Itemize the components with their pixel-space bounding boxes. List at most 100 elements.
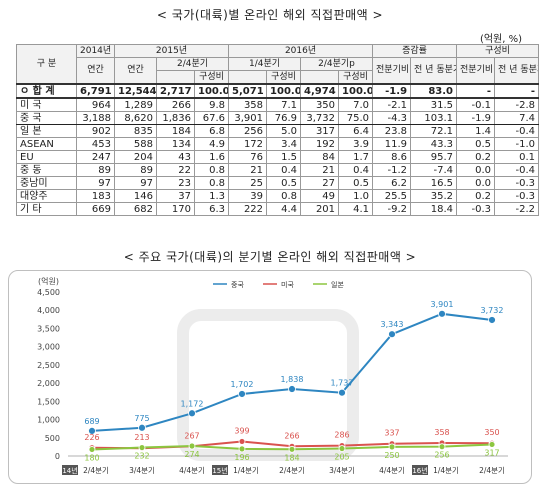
table-cell: 835	[114, 124, 157, 138]
table-cell: 350	[300, 97, 340, 112]
data-point	[238, 438, 246, 445]
table-cell: 317	[300, 124, 340, 138]
header-change-rate: 증감률	[372, 44, 458, 58]
table-cell: 1.0	[338, 189, 374, 203]
table-cell: 1.4	[456, 124, 496, 138]
data-point	[438, 309, 446, 318]
table-cell: 0.4	[338, 163, 374, 177]
table-cell: 76.9	[266, 111, 302, 125]
table-cell: 39	[228, 189, 268, 203]
header-share-qoq: 전분기비	[456, 57, 496, 85]
data-label: 775	[134, 414, 149, 423]
table-cell: 75.0	[338, 111, 374, 125]
table-cell: 4.9	[193, 137, 230, 151]
data-point	[388, 443, 396, 451]
data-point	[338, 445, 346, 452]
table-cell: 89	[76, 163, 115, 177]
table-cell: 6.4	[338, 124, 374, 138]
table-cell: 18.4	[410, 202, 458, 216]
table-cell: 3,188	[76, 111, 115, 125]
year-badge-label: 16년	[412, 466, 427, 475]
table-cell: 35.2	[410, 189, 458, 203]
x-tick-label: 2/4분기	[279, 466, 305, 475]
table-cell: 83.0	[410, 83, 458, 99]
table-row: 기 타 669 682 170 6.3 222 4.4 201 4.1 -9.2 18.4 -0.3-…	[16, 202, 540, 216]
table-cell: 95.7	[410, 150, 458, 164]
table-cell: -4.3	[372, 111, 412, 125]
table-cell: 0.4	[266, 163, 302, 177]
x-tick-label: 1/4분기	[233, 466, 259, 475]
table-cell: 6.3	[193, 202, 230, 216]
x-tick-label: 4/4분기	[179, 466, 205, 475]
table-cell: -0.4	[494, 163, 540, 177]
header-share-q2-2015: 구성비	[193, 70, 230, 85]
data-point	[438, 443, 446, 451]
table-row: 중남미 97 97 23 0.8 25 0.5 27 0.5 6.2 16.5 0.0 -0.3	[16, 176, 540, 190]
table-cell: 89	[114, 163, 157, 177]
row-label: 기 타	[16, 202, 77, 216]
table-cell: -0.3	[494, 176, 540, 190]
table-cell: 4.1	[338, 202, 374, 216]
header-category: 구 분	[16, 44, 77, 85]
x-tick-label: 3/4분기	[329, 466, 355, 475]
table-cell: 1.7	[338, 150, 374, 164]
table-cell: 7.4	[494, 111, 540, 125]
table-cell: 0.0	[456, 163, 496, 177]
data-point	[488, 316, 496, 324]
table-row: 중 동 89 89 22 0.8 21 0.4 21 0.4 -1.2 -7.4 0.0 -0.4	[16, 163, 540, 177]
header-q2-2015: 2/4분기	[155, 57, 230, 71]
table-cell: 204	[114, 150, 157, 164]
table-cell: -0.3	[494, 189, 540, 203]
table-cell: 2,717	[156, 83, 195, 99]
data-point	[388, 330, 396, 339]
data-point	[238, 390, 246, 398]
table-cell: 172	[228, 137, 268, 151]
year-badge	[412, 465, 428, 475]
header-blank	[300, 70, 340, 85]
table-cell: 0.5	[338, 176, 374, 190]
data-point	[138, 444, 146, 451]
table-cell: 100.0	[193, 83, 230, 99]
table-cell: 6,791	[76, 83, 115, 99]
table-cell: 1.6	[193, 150, 230, 164]
data-label: 256	[434, 451, 449, 460]
x-tick-label: 4/4분기	[379, 466, 405, 475]
table-row: 일 본 902 835 184 6.8 256 5.0 317 6.4 23.8 72.1 1.4 -0…	[16, 124, 540, 138]
data-label: 1,737	[331, 379, 354, 388]
table-cell: 67.6	[193, 111, 230, 125]
table-cell: 21	[228, 163, 268, 177]
table-cell: 100.0	[338, 83, 374, 99]
y-tick-label: 2,500	[37, 361, 60, 370]
table-cell: 7.0	[338, 97, 374, 112]
y-tick-label: 1,500	[37, 397, 60, 406]
legend-label: 중국	[231, 281, 244, 289]
chart-title: < 주요 국가(대륙)의 분기별 온라인 해외 직접판매액 >	[123, 250, 417, 264]
row-label: 중 동	[16, 163, 77, 177]
table-cell: 49	[300, 189, 340, 203]
data-point	[88, 426, 96, 435]
table-header-row-3: 구성비 구성비 구성비	[17, 70, 539, 85]
table-cell: 183	[76, 189, 115, 203]
y-tick-label: 3,500	[37, 324, 60, 333]
table-cell: 23	[156, 176, 195, 190]
data-label: 184	[284, 453, 299, 462]
table-cell: 22	[156, 163, 195, 177]
data-point	[188, 409, 196, 418]
data-label: 205	[334, 453, 349, 462]
row-label: ㅇ 합 계	[16, 83, 77, 99]
y-tick-label: 4,000	[37, 306, 60, 315]
unit-label: (억원, %)	[479, 34, 522, 45]
y-tick-label: 3,000	[37, 343, 60, 352]
table-cell: 1.5	[266, 150, 302, 164]
table-row: 대양주 183 146 37 1.3 39 0.8 49 1.0 25.5 35.2 0.2 -0.3	[16, 189, 540, 203]
header-share-yoy: 전 년 동분기비차	[494, 57, 540, 85]
watermark-shape	[177, 309, 359, 461]
header-annual-2015: 연간	[114, 57, 157, 85]
data-label: 1,838	[281, 375, 304, 384]
year-badge-label: 14년	[62, 466, 77, 475]
table-cell: 256	[228, 124, 268, 138]
table-cell: 5,071	[228, 83, 268, 99]
y-tick-label: 0	[55, 452, 60, 461]
year-badge	[212, 465, 228, 475]
table-cell: -9.2	[372, 202, 412, 216]
